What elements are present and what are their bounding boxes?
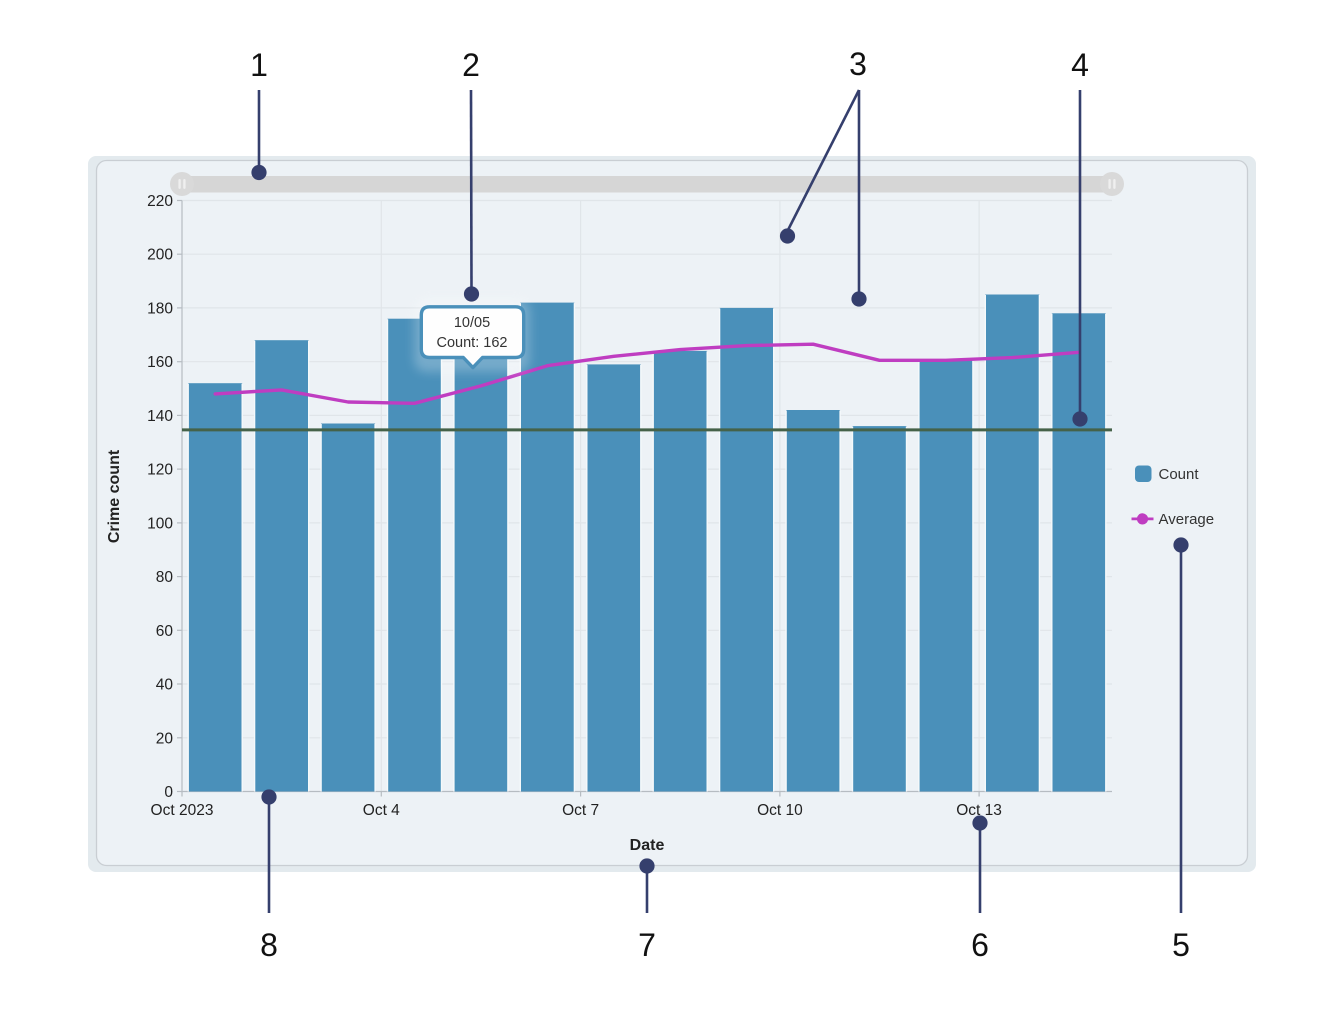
svg-text:Count: Count: [1159, 466, 1200, 483]
svg-text:0: 0: [164, 784, 173, 801]
svg-text:20: 20: [156, 730, 174, 747]
svg-text:160: 160: [147, 354, 173, 371]
svg-text:Oct 13: Oct 13: [956, 802, 1002, 819]
svg-text:5: 5: [1172, 927, 1190, 963]
svg-text:120: 120: [147, 462, 173, 479]
svg-text:4: 4: [1071, 47, 1089, 83]
svg-text:2: 2: [462, 47, 480, 83]
svg-text:Oct 2023: Oct 2023: [151, 802, 214, 819]
svg-text:Count: 162: Count: 162: [437, 335, 508, 351]
svg-text:10/05: 10/05: [454, 315, 490, 331]
svg-text:Date: Date: [630, 837, 665, 854]
svg-text:200: 200: [147, 247, 173, 264]
svg-text:Oct 4: Oct 4: [363, 802, 400, 819]
svg-text:6: 6: [971, 927, 989, 963]
svg-text:80: 80: [156, 569, 174, 586]
svg-text:Average: Average: [1159, 511, 1215, 528]
svg-text:8: 8: [260, 927, 278, 963]
svg-text:220: 220: [147, 193, 173, 210]
svg-text:100: 100: [147, 515, 173, 532]
svg-text:Crime count: Crime count: [106, 449, 123, 543]
svg-text:3: 3: [849, 46, 867, 82]
svg-text:60: 60: [156, 623, 174, 640]
svg-text:1: 1: [250, 47, 268, 83]
svg-text:7: 7: [638, 927, 656, 963]
svg-text:140: 140: [147, 408, 173, 425]
svg-text:Oct 10: Oct 10: [757, 802, 803, 819]
svg-text:40: 40: [156, 677, 174, 694]
svg-text:180: 180: [147, 300, 173, 317]
svg-text:Oct 7: Oct 7: [562, 802, 599, 819]
